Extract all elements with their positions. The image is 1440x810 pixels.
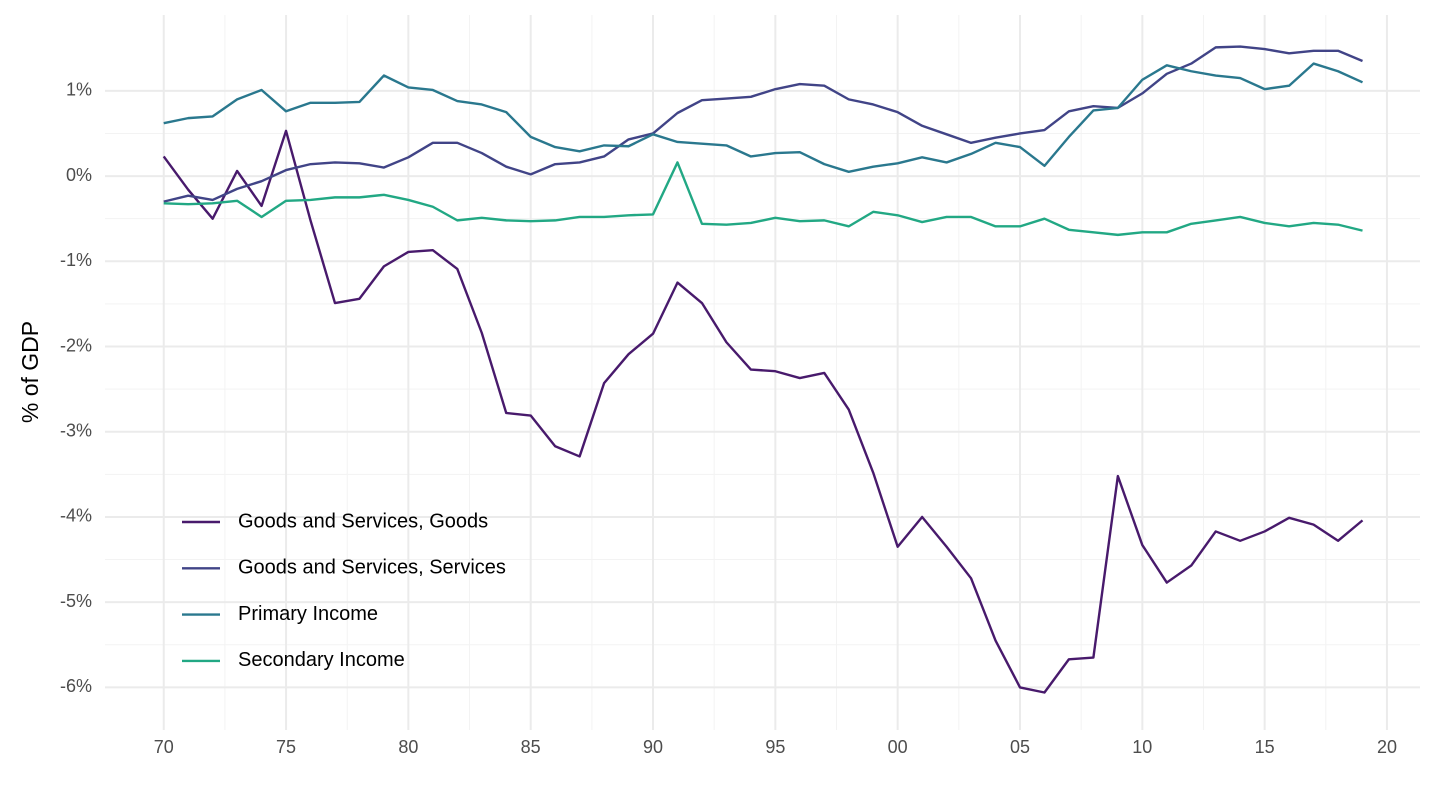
x-tick-label: 90 [643, 737, 663, 757]
series-line [162, 129, 1364, 694]
x-tick-label: 75 [276, 737, 296, 757]
y-tick-label: -2% [60, 335, 92, 355]
x-tick-label: 95 [765, 737, 785, 757]
legend: Goods and Services, Goods Goods and Servi… [182, 510, 506, 671]
x-tick-label: 10 [1132, 737, 1152, 757]
y-tick-label: 0% [66, 165, 92, 185]
x-tick-label: 15 [1255, 737, 1275, 757]
y-tick-label: -4% [60, 506, 92, 526]
x-tick-label: 20 [1377, 737, 1397, 757]
legend-label: Secondary Income [238, 649, 405, 671]
legend-label: Primary Income [238, 603, 378, 625]
x-tick-label: 85 [521, 737, 541, 757]
series-line [163, 45, 1363, 203]
series-line [163, 161, 1363, 237]
legend-label: Goods and Services, Goods [238, 510, 488, 532]
series-line [163, 62, 1364, 174]
x-tick-label: 05 [1010, 737, 1030, 757]
x-tick-label: 00 [888, 737, 908, 757]
legend-label: Goods and Services, Services [238, 557, 506, 579]
y-tick-label: -3% [60, 420, 92, 440]
y-tick-label: -6% [60, 676, 92, 696]
y-tick-label: 1% [66, 80, 92, 100]
x-tick-label: 70 [154, 737, 174, 757]
y-tick-label: -5% [60, 591, 92, 611]
x-tick-label: 80 [398, 737, 418, 757]
y-axis-title: % of GDP [17, 321, 43, 423]
y-tick-label: -1% [60, 250, 92, 270]
grid [105, 15, 1420, 730]
